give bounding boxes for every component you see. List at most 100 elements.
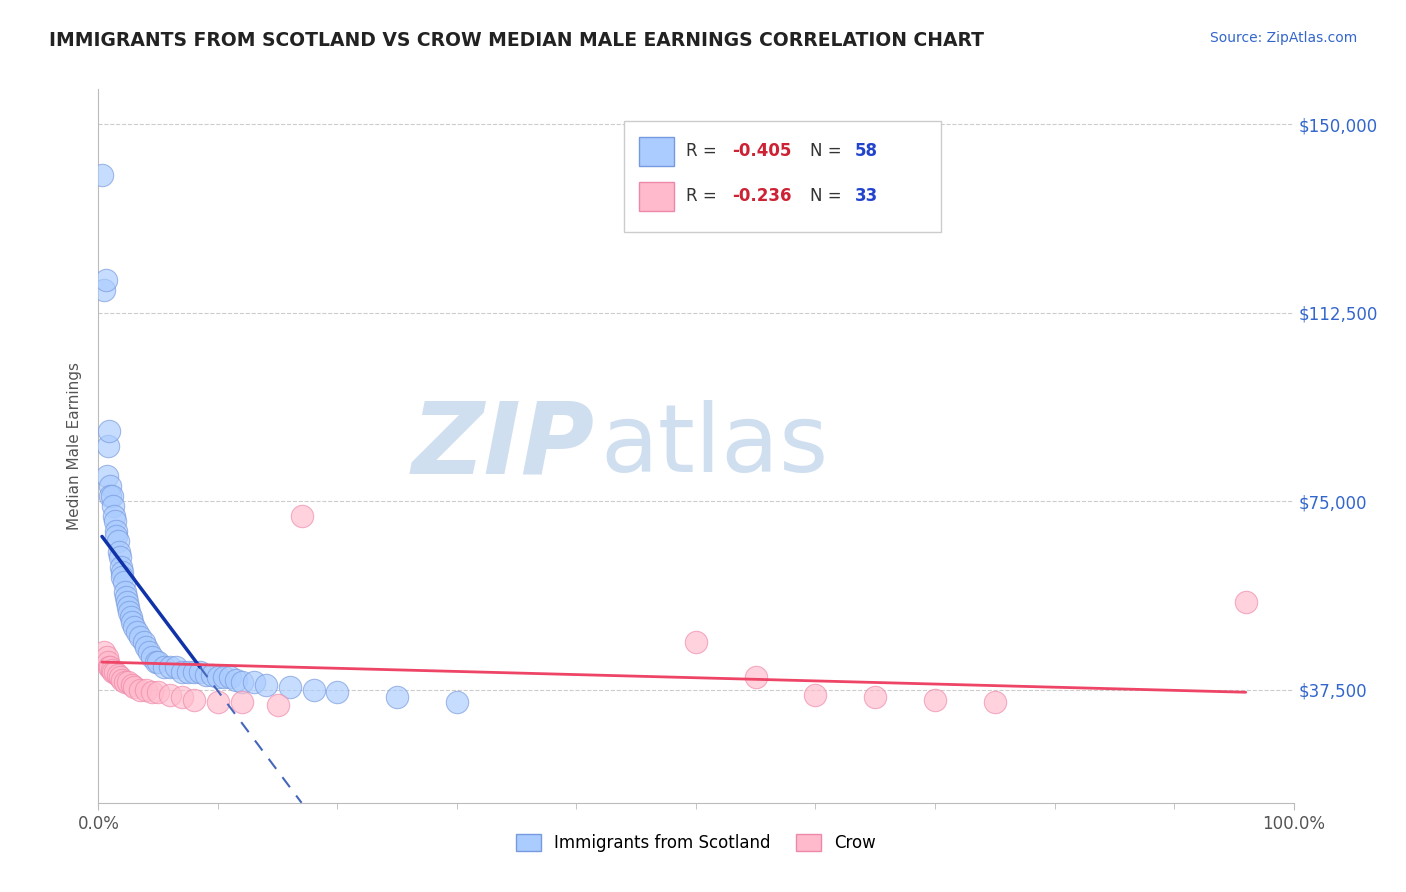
Point (141, 650, 163, 665)
Point (129, 682, 152, 697)
Point (148, 655, 170, 669)
Legend: Immigrants from Scotland, Crow: Immigrants from Scotland, Crow (509, 827, 883, 859)
Point (183, 665, 205, 680)
Text: R =: R = (686, 187, 723, 205)
Point (745, 670, 768, 684)
Point (195, 667, 218, 681)
Text: 58: 58 (855, 143, 877, 161)
Point (924, 693, 946, 707)
Point (98, 489, 122, 503)
Point (148, 685, 170, 699)
Point (145, 655, 167, 669)
Point (108, 549, 131, 564)
Point (243, 675, 266, 690)
Point (207, 670, 229, 684)
Point (124, 620, 146, 634)
Point (98, 660, 122, 674)
Point (105, 524, 128, 539)
Point (121, 615, 143, 629)
Point (135, 682, 157, 697)
Point (118, 605, 141, 619)
Point (225, 673, 247, 687)
Point (291, 509, 314, 524)
Point (267, 698, 290, 712)
Point (93, 283, 115, 297)
Text: N =: N = (810, 187, 846, 205)
Point (97, 439, 120, 453)
FancyBboxPatch shape (624, 121, 941, 232)
Point (124, 680, 146, 694)
Point (121, 678, 143, 692)
Point (865, 690, 887, 705)
Point (302, 682, 325, 697)
Y-axis label: Median Male Earnings: Median Male Earnings (67, 362, 83, 530)
Point (254, 678, 277, 692)
Point (159, 688, 181, 702)
Point (117, 599, 139, 614)
Point (804, 688, 827, 702)
Text: -0.236: -0.236 (733, 187, 792, 205)
Point (96, 469, 118, 483)
Point (385, 690, 409, 705)
Point (120, 610, 142, 624)
Point (98, 424, 121, 438)
Point (103, 509, 125, 524)
Point (111, 569, 134, 583)
Point (114, 584, 136, 599)
Point (91, 168, 114, 182)
Point (111, 565, 134, 579)
Point (101, 500, 124, 514)
Point (183, 693, 205, 707)
Point (115, 595, 138, 609)
Point (219, 670, 242, 684)
Text: N =: N = (810, 143, 846, 161)
Point (201, 667, 224, 681)
Point (112, 574, 135, 589)
Point (177, 665, 200, 680)
Point (97, 655, 120, 669)
Point (98, 479, 122, 493)
Point (212, 670, 235, 684)
Text: -0.405: -0.405 (733, 143, 792, 161)
Point (114, 675, 136, 690)
Point (129, 630, 152, 644)
Point (94, 273, 117, 287)
FancyBboxPatch shape (638, 182, 675, 211)
Point (153, 660, 176, 674)
Point (207, 695, 229, 709)
Point (108, 670, 131, 684)
Point (278, 680, 301, 694)
Text: ZIP: ZIP (412, 398, 595, 494)
Point (1234, 595, 1257, 609)
Text: atlas: atlas (600, 400, 828, 492)
Point (138, 645, 160, 659)
Point (93, 645, 115, 659)
Point (446, 695, 468, 709)
Point (188, 665, 211, 680)
Point (984, 695, 1007, 709)
Point (107, 667, 129, 681)
Point (172, 690, 194, 705)
Point (231, 695, 253, 709)
Point (132, 635, 155, 649)
Point (101, 665, 124, 680)
Point (98, 660, 121, 674)
Point (117, 675, 139, 690)
Point (685, 635, 707, 649)
Text: R =: R = (686, 143, 723, 161)
Point (326, 685, 349, 699)
Point (107, 544, 129, 558)
Point (141, 685, 163, 699)
Point (159, 660, 181, 674)
Point (115, 590, 138, 604)
Point (111, 673, 134, 687)
Point (125, 624, 148, 639)
Point (172, 665, 194, 680)
Point (135, 640, 157, 654)
Point (165, 660, 187, 674)
Point (231, 675, 253, 690)
Point (107, 534, 129, 549)
Point (100, 663, 122, 677)
FancyBboxPatch shape (638, 137, 675, 166)
Point (110, 559, 132, 574)
